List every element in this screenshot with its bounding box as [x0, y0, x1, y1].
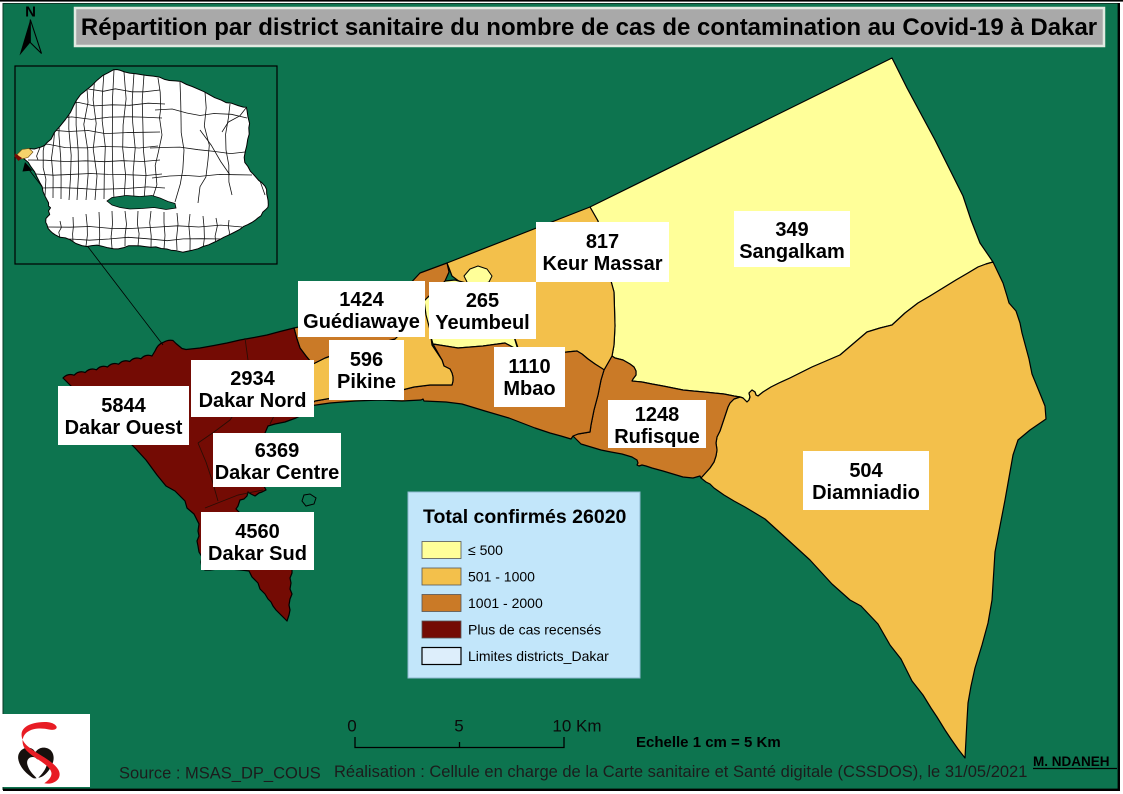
svg-text:5844: 5844 [101, 395, 146, 417]
svg-text:Guédiawaye: Guédiawaye [303, 311, 420, 333]
svg-text:0: 0 [347, 717, 356, 736]
svg-text:10 Km: 10 Km [552, 717, 601, 736]
svg-text:Dakar Centre: Dakar Centre [215, 462, 340, 484]
svg-text:N: N [25, 4, 36, 21]
svg-text:Source : MSAS_DP_COUS: Source : MSAS_DP_COUS [119, 765, 321, 783]
svg-text:1424: 1424 [339, 289, 384, 311]
svg-text:Pikine: Pikine [337, 371, 396, 393]
svg-text:596: 596 [350, 349, 383, 371]
svg-text:Plus de cas recensés: Plus de cas recensés [468, 622, 601, 638]
svg-text:Yeumbeul: Yeumbeul [435, 312, 529, 334]
svg-text:≤ 500: ≤ 500 [468, 542, 503, 558]
svg-text:Dakar Ouest: Dakar Ouest [65, 417, 183, 439]
svg-text:1248: 1248 [635, 404, 680, 426]
svg-text:Diamniadio: Diamniadio [812, 482, 920, 504]
svg-text:817: 817 [586, 231, 619, 253]
svg-text:Sangalkam: Sangalkam [739, 241, 845, 263]
svg-text:Dakar Nord: Dakar Nord [199, 390, 307, 412]
svg-text:265: 265 [466, 290, 499, 312]
svg-text:Répartition par district sanit: Répartition par district sanitaire du no… [81, 14, 1097, 41]
svg-text:504: 504 [849, 460, 883, 482]
svg-text:2934: 2934 [230, 368, 275, 390]
svg-text:Dakar Sud: Dakar Sud [208, 543, 307, 565]
svg-text:6369: 6369 [255, 440, 300, 462]
svg-text:1001 - 2000: 1001 - 2000 [468, 595, 543, 611]
svg-text:Mbao: Mbao [503, 378, 555, 400]
svg-text:349: 349 [775, 219, 808, 241]
svg-text:501 - 1000: 501 - 1000 [468, 569, 535, 585]
svg-text:4560: 4560 [235, 521, 280, 543]
svg-text:Rufisque: Rufisque [614, 426, 700, 448]
svg-text:Total confirmés 26020: Total confirmés 26020 [423, 506, 627, 528]
svg-text:M. NDANEH: M. NDANEH [1033, 754, 1110, 769]
svg-text:Keur Massar: Keur Massar [542, 253, 662, 275]
svg-text:Réalisation : Cellule en charg: Réalisation : Cellule en charge de la Ca… [334, 763, 1027, 781]
svg-text:5: 5 [454, 717, 463, 736]
svg-text:Echelle 1 cm = 5 Km: Echelle 1 cm = 5 Km [636, 734, 781, 751]
svg-text:Limites districts_Dakar: Limites districts_Dakar [468, 648, 609, 664]
svg-text:1110: 1110 [508, 356, 550, 378]
